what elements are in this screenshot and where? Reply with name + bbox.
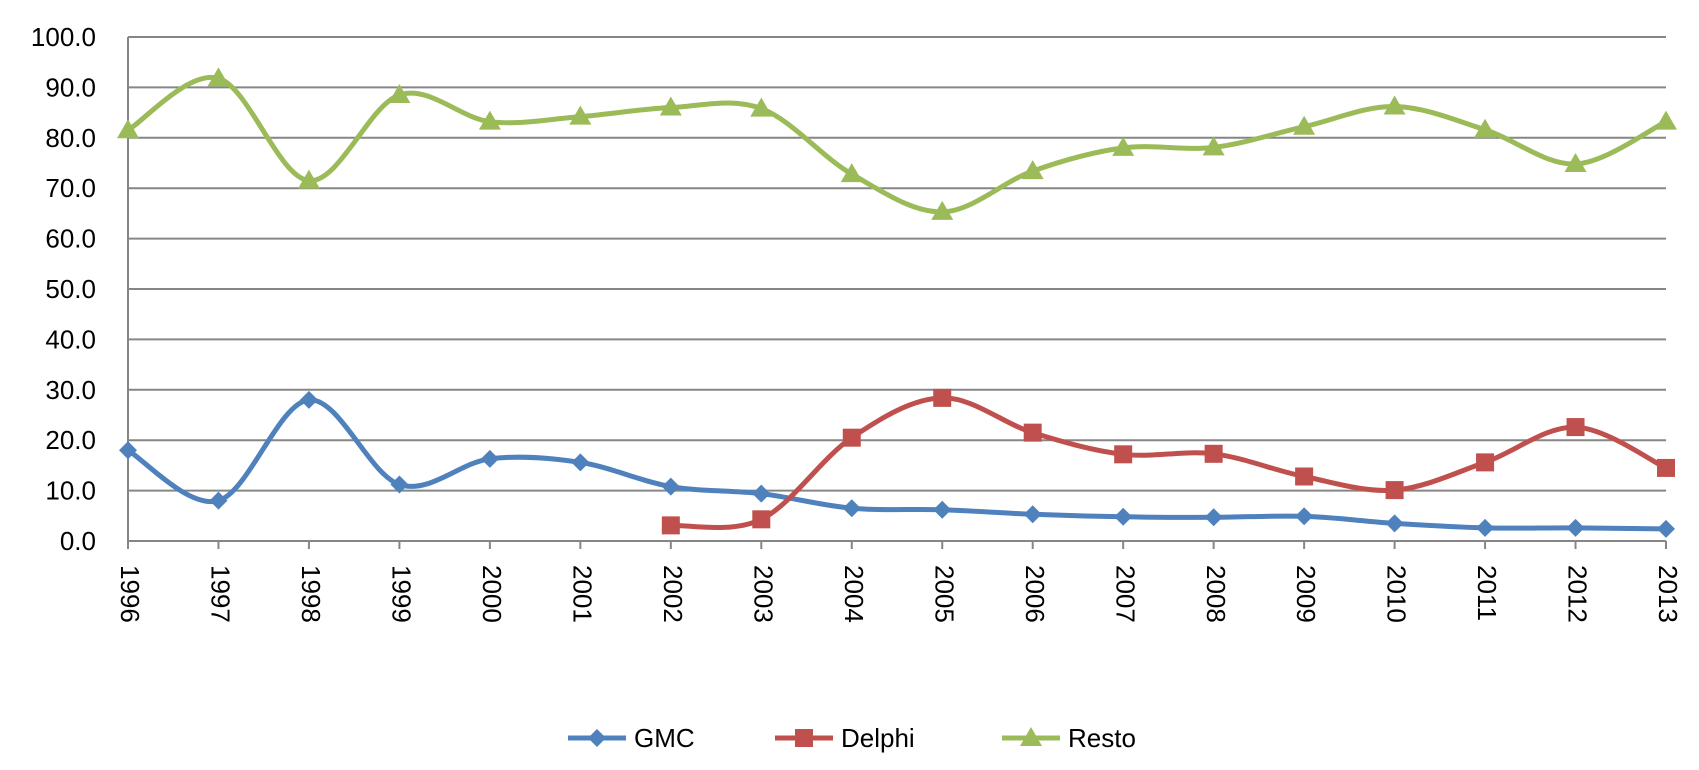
data-point-delphi [661, 516, 680, 535]
x-tick-label: 2011 [1472, 565, 1502, 621]
x-tick-label: 2012 [1563, 565, 1593, 623]
data-point-gmc [1385, 514, 1404, 533]
x-tick-label: 2006 [1020, 565, 1050, 623]
data-point-gmc [1657, 519, 1675, 538]
data-point-delphi [1566, 418, 1585, 437]
series-resto [117, 67, 1677, 220]
x-axis-ticks: 1996 1997 1998 1999 2000 2001 2002 2003 2004 2005… [115, 541, 1683, 623]
data-point-gmc [1476, 518, 1495, 537]
y-tick-label: 70.0 [45, 173, 96, 203]
y-tick-label: 100.0 [31, 22, 96, 52]
data-point-gmc [390, 475, 409, 494]
series-delphi [661, 388, 1675, 535]
x-tick-label: 2004 [839, 565, 869, 623]
y-tick-label: 30.0 [45, 375, 96, 405]
data-point-resto [1021, 160, 1044, 180]
data-point-gmc [1204, 508, 1223, 527]
y-tick-label: 60.0 [45, 224, 96, 254]
y-tick-label: 50.0 [45, 274, 96, 304]
data-point-delphi [1657, 458, 1675, 477]
x-tick-label: 2013 [1653, 565, 1683, 623]
y-tick-label: 80.0 [45, 123, 96, 153]
data-point-resto [1112, 136, 1135, 156]
legend-marker-gmc [588, 729, 606, 747]
legend-label-delphi: Delphi [841, 723, 915, 753]
data-point-gmc [299, 390, 318, 409]
legend-label-gmc: GMC [634, 723, 695, 753]
x-tick-label: 2001 [567, 565, 597, 623]
data-point-gmc [119, 441, 137, 460]
data-point-resto [1202, 136, 1225, 156]
data-point-delphi [1295, 467, 1314, 486]
data-point-resto [1655, 110, 1677, 130]
data-point-delphi [1385, 481, 1404, 500]
legend-item-gmc: GMC [568, 723, 695, 753]
x-tick-label: 1997 [206, 565, 236, 623]
data-point-gmc [1295, 507, 1314, 526]
data-point-gmc [1566, 518, 1585, 537]
data-point-resto [1383, 95, 1406, 115]
y-tick-label: 20.0 [45, 425, 96, 455]
gridlines [128, 36, 1666, 492]
data-point-delphi [933, 388, 952, 407]
y-axis-ticks: 0.0 10.0 20.0 30.0 40.0 50.0 60.0 70.0 80.0 90.0 1… [31, 22, 96, 556]
x-tick-label: 2002 [658, 565, 688, 623]
data-point-delphi [1114, 445, 1133, 464]
data-point-gmc [661, 477, 680, 496]
data-point-resto [117, 119, 139, 139]
data-point-delphi [1204, 444, 1223, 463]
data-point-resto [388, 83, 411, 103]
x-tick-label: 2007 [1110, 565, 1140, 623]
data-point-resto [297, 169, 320, 189]
data-point-delphi [1023, 423, 1042, 442]
x-tick-label: 2009 [1291, 565, 1321, 623]
data-point-delphi [842, 428, 861, 447]
series-line-delphi [668, 395, 1669, 530]
data-point-resto [569, 105, 592, 125]
x-tick-label: 2008 [1201, 565, 1231, 623]
data-point-resto [840, 163, 863, 183]
x-tick-label: 2005 [929, 565, 959, 623]
data-point-gmc [1023, 505, 1042, 524]
y-tick-label: 40.0 [45, 324, 96, 354]
data-point-resto [931, 200, 954, 220]
x-tick-label: 1998 [296, 565, 326, 623]
data-point-resto [1564, 153, 1587, 173]
legend-marker-delphi [795, 729, 813, 747]
x-tick-label: 2003 [748, 565, 778, 623]
data-point-gmc [209, 491, 228, 510]
data-point-gmc [480, 449, 499, 468]
data-point-delphi [1476, 453, 1495, 472]
x-tick-label: 2010 [1382, 565, 1412, 623]
data-point-resto [750, 97, 773, 117]
legend-item-resto: Resto [1002, 723, 1136, 753]
data-point-gmc [571, 453, 590, 472]
data-point-resto [478, 110, 501, 130]
data-point-resto [1293, 115, 1316, 135]
series-gmc [119, 390, 1675, 538]
legend: GMC Delphi Resto [568, 723, 1136, 753]
data-point-gmc [842, 499, 861, 518]
data-point-resto [1474, 118, 1497, 138]
data-point-delphi [752, 510, 771, 529]
series-layer [117, 67, 1677, 538]
data-point-resto [207, 67, 230, 87]
y-tick-label: 10.0 [45, 476, 96, 506]
series-line-resto [125, 74, 1669, 215]
data-point-gmc [1114, 507, 1133, 526]
y-tick-label: 90.0 [45, 72, 96, 102]
x-tick-label: 1996 [115, 565, 145, 623]
legend-item-delphi: Delphi [775, 723, 915, 753]
data-point-gmc [933, 500, 952, 519]
legend-marker-resto [1020, 727, 1042, 746]
x-tick-label: 2000 [477, 565, 507, 623]
data-point-resto [659, 96, 682, 116]
legend-label-resto: Resto [1068, 723, 1136, 753]
series-line-gmc [125, 397, 1669, 532]
data-point-gmc [752, 484, 771, 503]
y-tick-label: 0.0 [60, 526, 96, 556]
x-tick-label: 1999 [387, 565, 417, 623]
